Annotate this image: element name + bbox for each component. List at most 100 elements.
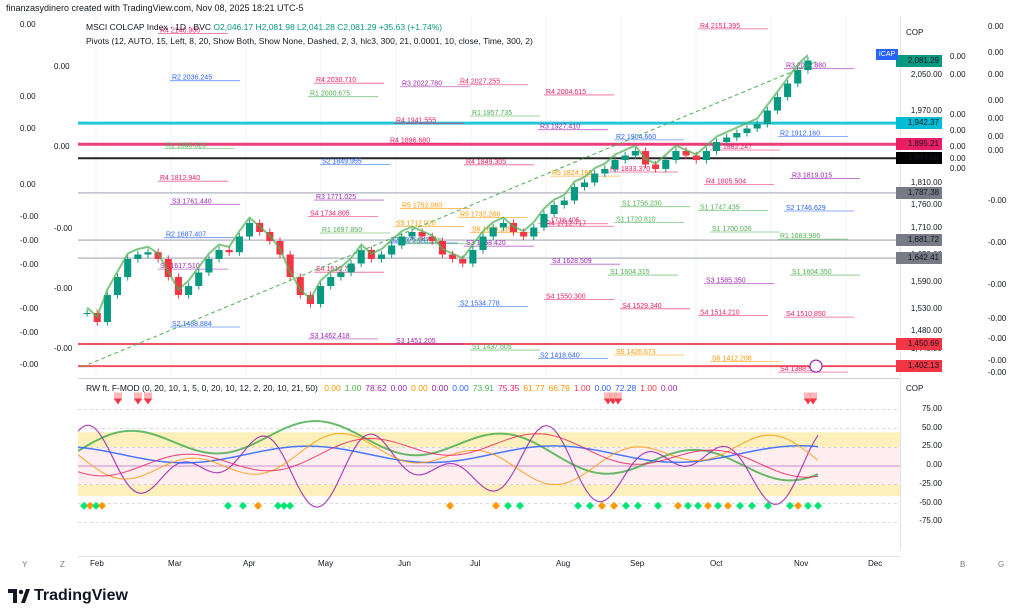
month-label[interactable]: Apr (243, 559, 256, 568)
top-signal-marker-icon (614, 392, 622, 401)
pivot-label: R4 1882.247 (712, 144, 752, 151)
pivot-label: S6 1412.208 (712, 356, 752, 363)
candle-body (631, 151, 639, 156)
pivot-label: S2 1488.884 (172, 321, 212, 328)
left-axis-label: 0.00 (20, 180, 36, 189)
left-axis-label: -0.00 (20, 260, 39, 269)
candle-body (773, 97, 782, 111)
candle-body (174, 277, 183, 295)
price-tag: 1,864.00 (896, 152, 942, 165)
osc-axis-label: 75.00 (921, 403, 942, 413)
down-triangle-icon (114, 398, 122, 405)
symbol-title[interactable]: MSCI COLCAP Index · 1D · BVC (86, 22, 212, 32)
pivot-label: R1 1957.735 (472, 110, 512, 117)
candle-body (195, 272, 203, 286)
pivot-label: R3 1771.025 (316, 194, 356, 201)
month-label[interactable]: Jun (398, 559, 411, 568)
month-label[interactable]: Feb (90, 559, 104, 568)
candle-body (235, 236, 243, 253)
price-tag: 1,681.72 (896, 234, 942, 247)
month-label[interactable]: Nov (794, 559, 809, 568)
pivot-label: R4 2004.615 (546, 89, 586, 96)
candle-body (398, 236, 406, 246)
secondary-axis-label: 0.00 (950, 70, 966, 79)
oscillator-legend[interactable]: RW ft. F-MOD (0, 20, 10, 1, 5, 0, 20, 10… (86, 383, 677, 393)
tradingview-logo-text: TradingView (34, 587, 128, 604)
left-axis-label: -0.00 (20, 328, 39, 337)
top-signal-marker-icon (134, 392, 142, 401)
signal-diamond-icon (610, 501, 618, 510)
price-axis-label: 2,050.00 (910, 69, 942, 79)
month-label[interactable]: Oct (710, 559, 723, 568)
event-bolt-icon (809, 359, 823, 373)
trend-line (86, 54, 809, 319)
candle-body (723, 137, 731, 142)
pivot-label: R5 1732.288 (460, 211, 500, 218)
symbol-legend[interactable]: MSCI COLCAP Index · 1D · BVC O2,046.17 H… (86, 22, 442, 32)
top-signal-marker-icon (604, 392, 612, 401)
down-triangle-icon (144, 398, 152, 405)
far-axis-label: 0.00 (988, 146, 1004, 155)
corner-letter[interactable]: Z (60, 560, 65, 569)
oscillator-axis[interactable]: 75.00 50.00 25.00 0.00 -25.00 -50.00 -75.00 (900, 378, 946, 550)
candle-body (682, 151, 690, 156)
pivot-label: R4 1833.370 (610, 166, 650, 173)
candle-body (164, 259, 172, 277)
pivot-label: S1 1747.435 (700, 205, 740, 212)
month-label[interactable]: May (318, 559, 334, 568)
far-axis-label: -0.00 (988, 356, 1007, 365)
currency-label-osc[interactable]: COP (906, 384, 924, 393)
pivot-label: R5 1752.060 (402, 203, 442, 210)
pivot-label: R4 2027.255 (460, 79, 500, 86)
candle-body (702, 151, 710, 160)
pivot-label: S4 1388.580 (780, 366, 820, 373)
far-axis-label: -0.00 (988, 368, 1007, 377)
pivot-label: R4 2030.710 (316, 77, 356, 84)
price-tag: 1,895.21 (896, 138, 942, 151)
far-axis-label: 0.00 (988, 132, 1004, 141)
currency-label-main[interactable]: COP (906, 28, 924, 37)
osc-axis-label: -25.00 (919, 478, 942, 488)
price-tag: 1,642.41 (896, 252, 942, 265)
pivot-label: R3 2022.780 (402, 81, 442, 88)
price-pane[interactable]: R4 2140.900 R4 2030.710 R3 2022.780 R4 2027… (78, 16, 900, 376)
month-label[interactable]: Dec (868, 559, 883, 568)
corner-letter[interactable]: B (960, 560, 966, 569)
candle-body (459, 259, 467, 264)
candle-body (134, 254, 142, 259)
signal-diamond-icon (86, 501, 94, 510)
candle-body (570, 187, 578, 201)
candle-body (113, 277, 122, 295)
secondary-axis-label: 0.00 (950, 164, 966, 173)
pivot-label: R3 1927.410 (540, 124, 580, 131)
price-axis[interactable]: 2,050.00 1,970.00 1,810.00 1,760.00 1,710.00… (896, 16, 946, 376)
signal-diamond-icon (786, 501, 794, 510)
secondary-axis-label: 0.00 (950, 154, 966, 163)
corner-letter[interactable]: Y (22, 560, 28, 569)
signal-diamond-icon (286, 501, 294, 510)
candle-body (712, 142, 721, 151)
signal-diamond-icon (714, 501, 722, 510)
pivot-label: R4 2140.900 (160, 28, 200, 35)
pivots-legend[interactable]: Pivots (12, AUTO, 15, Left, 8, 20, Show … (86, 36, 533, 46)
month-label[interactable]: Jul (470, 559, 481, 568)
month-label[interactable]: Mar (168, 559, 182, 568)
osc-value: 0.00 (411, 383, 428, 393)
osc-value: 0.00 (324, 383, 341, 393)
corner-letter[interactable]: G (998, 560, 1005, 569)
signal-diamond-icon (736, 501, 744, 510)
month-label[interactable]: Aug (556, 559, 571, 568)
oscillator-pane[interactable] (78, 378, 900, 550)
candle-body (763, 110, 771, 124)
pivot-label: S2 1534.778 (460, 300, 500, 307)
candle-body (327, 277, 335, 286)
pivot-label: S2 1746.629 (786, 205, 826, 212)
signal-diamond-icon (764, 501, 772, 510)
signal-diamond-icon (586, 501, 594, 510)
oscillator-title[interactable]: RW ft. F-MOD (0, 20, 10, 1, 5, 0, 20, 10… (86, 383, 318, 393)
pivot-label: R2 1912.160 (780, 131, 820, 138)
candle-body (601, 169, 609, 174)
month-label[interactable]: Sep (630, 559, 645, 568)
far-axis-label: 0.00 (988, 22, 1004, 31)
time-axis[interactable]: Feb Mar Apr May Jun Jul Aug Sep Oct Nov Dec (78, 556, 900, 570)
